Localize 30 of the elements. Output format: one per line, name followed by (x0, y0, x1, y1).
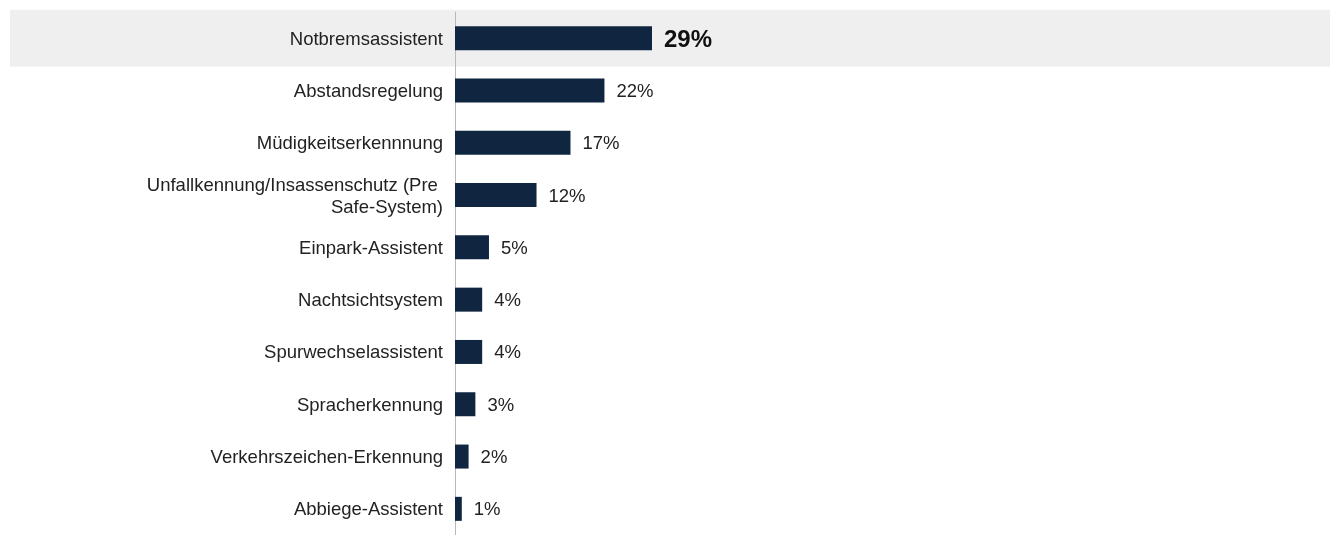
y-tick-label: Abstandsregelung (293, 79, 443, 101)
data-label: 12% (548, 184, 586, 206)
y-tick-label: Spurwechselassistent (264, 341, 443, 363)
y-tick-label: Unfallkennung/Insassenschutz (Pre Safe-System) (146, 173, 443, 217)
y-tick-label: Müdigkeitserkennnung (256, 132, 443, 154)
bar (455, 26, 652, 51)
y-tick-label: Verkehrszeichen-Erkennung (210, 446, 443, 468)
bar (455, 287, 483, 312)
y-tick-label: Notbremsassistent (289, 27, 443, 49)
bar (455, 496, 462, 521)
bar (455, 392, 476, 417)
data-label: 29% (664, 24, 713, 52)
bar (455, 235, 489, 260)
bar (455, 444, 469, 469)
bar (455, 339, 483, 364)
y-tick-label: Nachtsichtsystem (298, 289, 443, 311)
y-tick-label: Spracherkennung (296, 393, 443, 415)
data-label: 4% (494, 289, 521, 311)
y-tick-label: Einpark-Assistent (299, 236, 443, 258)
data-label: 1% (473, 498, 501, 520)
data-label: 22% (616, 79, 654, 101)
bar (455, 130, 571, 155)
bar (455, 78, 605, 103)
data-label: 3% (487, 393, 515, 415)
y-tick-label: Abbiege-Assistent (293, 498, 443, 520)
data-label: 2% (480, 446, 508, 468)
data-label: 5% (500, 236, 528, 258)
data-label: 17% (582, 132, 620, 154)
bar (455, 183, 537, 208)
data-label: 4% (494, 341, 521, 363)
